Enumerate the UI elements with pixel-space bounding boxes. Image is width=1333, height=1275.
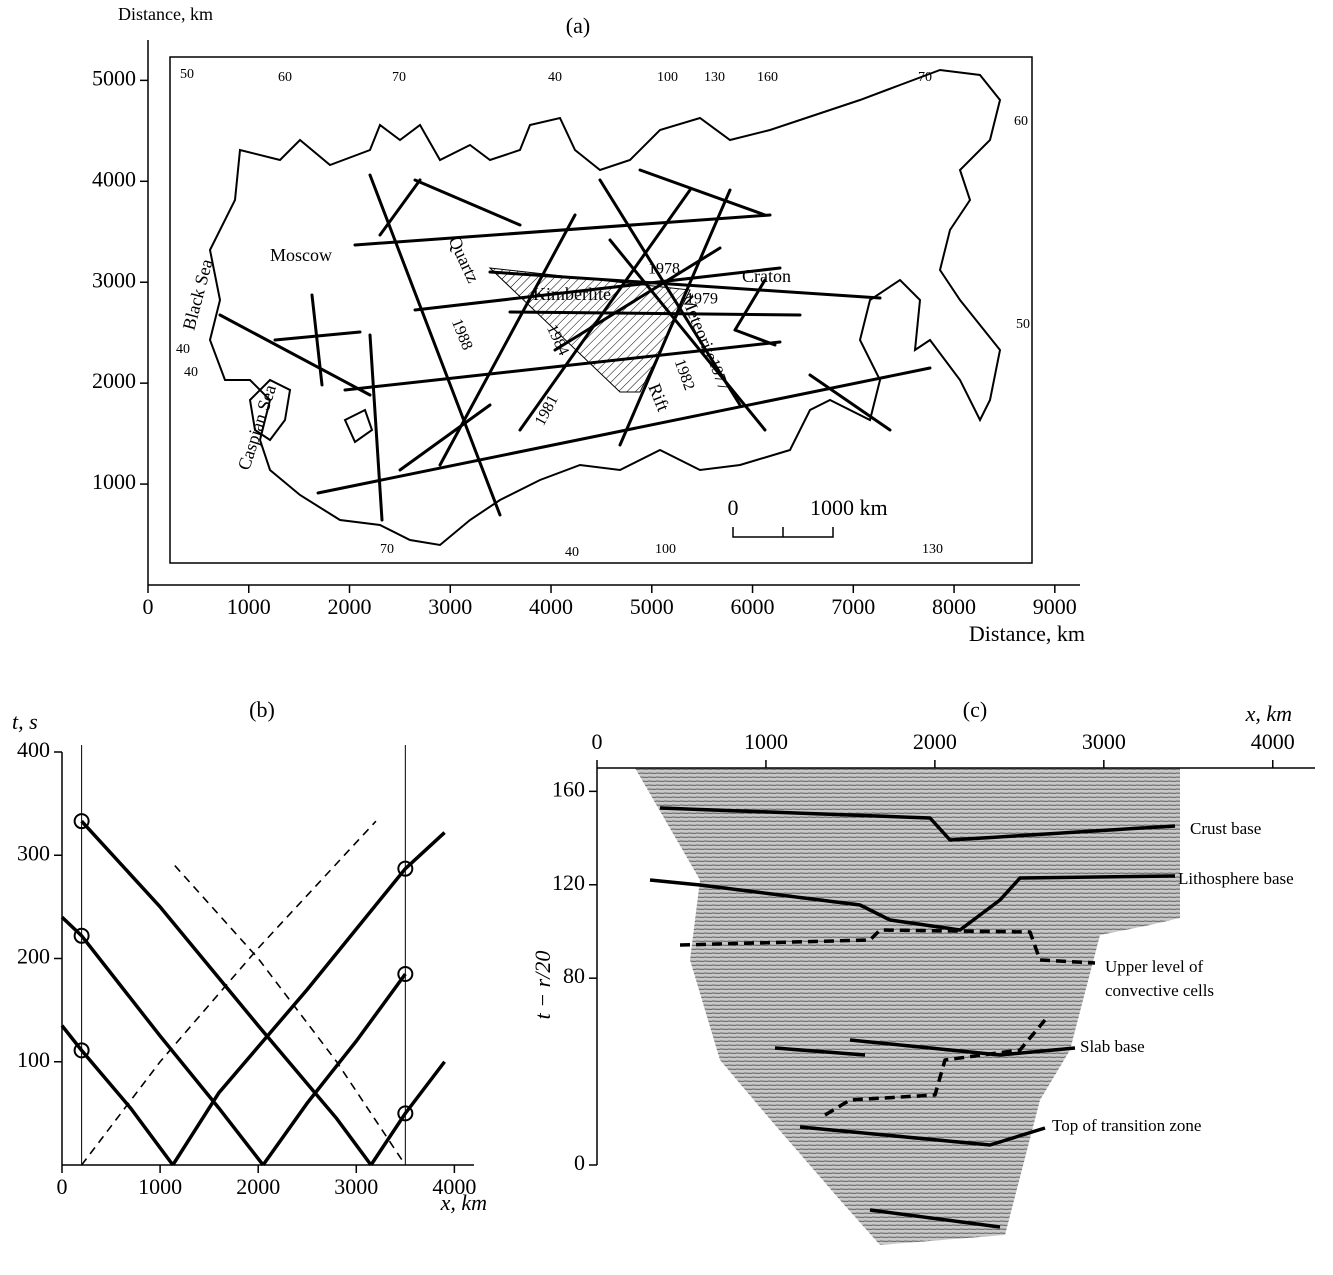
y-tick-label: 4000 [92,166,136,191]
graticule-label: 70 [918,70,932,85]
x-tick-label: 0 [143,594,154,619]
x-tick-label: 4000 [1251,729,1295,754]
scale-bar [733,527,833,537]
annotation: Top of transition zone [1052,1116,1201,1135]
graticule-label: 100 [655,542,676,557]
x-tick-label: 4000 [432,1174,476,1199]
graticule-label: 40 [565,545,579,560]
profile-label: 1982 [671,357,698,393]
y-tick-label: 2000 [92,368,136,393]
graticule-label: 160 [757,70,778,85]
panel-title: (c) [963,697,987,722]
x-tick-label: 8000 [932,594,976,619]
seismic-section: Crust base Lithosphere base Upper level … [635,768,1294,1245]
graticule-label: 40 [184,365,198,380]
graticule-label: 130 [922,542,943,557]
place-label: Rift [644,381,673,414]
place-label: Caspian Sea [234,382,280,472]
map: 50 60 70 40 100 130 160 70 60 50 40 40 7… [170,57,1032,563]
place-label: Craton [742,266,791,286]
y-axis-label: t − r/20 [530,951,555,1020]
place-label: Moscow [270,245,332,265]
curve [371,1062,445,1165]
graticule-label: 70 [380,542,394,557]
y-axis-label: t, s [12,709,38,734]
x-tick-label: 9000 [1033,594,1077,619]
panel-title: (a) [566,13,590,38]
curve [263,974,405,1165]
x-tick-label: 2000 [913,729,957,754]
profile-label: 1981 [532,392,562,428]
x-tick-label: 1000 [744,729,788,754]
graticule-label: 40 [176,342,190,357]
graticule-label: 70 [392,70,406,85]
x-axis-label: Distance, km [969,621,1085,646]
y-tick-label: 160 [552,776,585,801]
y-tick-label: 3000 [92,267,136,292]
x-tick-label: 4000 [529,594,573,619]
annotation: convective cells [1105,981,1214,1000]
curve [62,1026,173,1165]
y-tick-label: 5000 [92,65,136,90]
y-tick-label: 100 [17,1047,50,1072]
scale-label: 1000 km [810,495,888,520]
profile-label: 1988 [448,317,476,353]
graticule-label: 60 [278,70,292,85]
x-tick-label: 1000 [138,1174,182,1199]
panel-title: (b) [249,697,275,722]
graticule-label: 130 [704,70,725,85]
section-image [635,768,1180,1245]
x-tick-label: 5000 [630,594,674,619]
x-tick-label: 6000 [731,594,775,619]
scale-label: 0 [728,495,739,520]
y-tick-label: 300 [17,840,50,865]
y-tick-label: 1000 [92,469,136,494]
x-tick-label: 3000 [1082,729,1126,754]
y-tick-label: 0 [574,1150,585,1175]
graticule-label: 50 [180,67,194,82]
x-tick-label: 2000 [328,594,372,619]
profile-label: 1978 [648,261,680,278]
x-tick-label: 3000 [334,1174,378,1199]
profile-label: 1977 [705,357,732,393]
graticule-label: 60 [1014,114,1028,129]
place-label: Black Sea [179,257,217,332]
y-tick-label: 400 [17,737,50,762]
place-label: Quartz [445,233,484,286]
profile-label: 1979 [686,291,718,308]
graticule-label: 50 [1016,317,1030,332]
figure: 50 60 70 40 100 130 160 70 60 50 40 40 7… [0,0,1333,1275]
x-tick-label: 7000 [831,594,875,619]
graticule-label: 100 [657,70,678,85]
x-tick-label: 1000 [227,594,271,619]
y-tick-label: 120 [552,870,585,895]
inland-sea [345,410,372,442]
x-tick-label: 0 [57,1174,68,1199]
y-axis-label: Distance, km [118,4,213,24]
x-tick-label: 2000 [236,1174,280,1199]
x-tick-label: 3000 [428,594,472,619]
annotation: Upper level of [1105,957,1204,976]
annotation: Crust base [1190,819,1261,838]
y-tick-label: 200 [17,944,50,969]
annotation: Lithosphere base [1178,869,1294,888]
graticule-label: 40 [548,70,562,85]
curve [62,917,263,1165]
annotation: Slab base [1080,1037,1145,1056]
place-label: Kimberlite [533,284,611,304]
x-tick-label: 0 [592,729,603,754]
y-tick-label: 80 [563,963,585,988]
x-axis-label: x, km [1245,701,1292,726]
